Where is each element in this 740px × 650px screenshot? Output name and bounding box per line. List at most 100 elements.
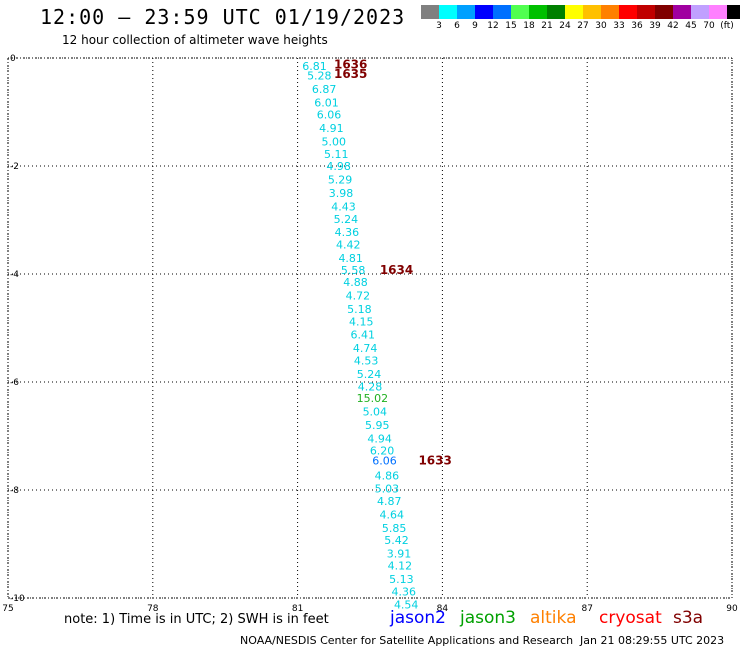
color-scale-swatch [457,5,475,19]
color-scale-swatch [547,5,565,19]
wave-height-value: 4.88 [343,276,368,289]
wave-height-value: 5.11 [324,148,349,161]
color-scale-tick: 27 [577,21,589,31]
legend-s3a: s3a [673,608,704,628]
pass-time-label: 1634 [380,263,413,277]
wave-height-value: 4.36 [335,226,360,239]
color-scale-swatch [691,5,709,19]
wave-height-value: 4.74 [353,342,378,355]
wave-height-value: 5.18 [347,303,372,316]
page-subtitle: 12 hour collection of altimeter wave hei… [62,33,328,47]
color-scale-swatch [475,5,493,19]
color-scale-unit: (ft) [720,21,734,31]
y-tick-label: 0 [10,54,16,64]
wave-height-value: 5.85 [382,522,407,535]
color-scale-swatch [637,5,655,19]
wave-height-value: 15.02 [357,392,389,405]
x-tick-label: 90 [726,604,738,614]
x-tick-label: 75 [2,604,13,614]
wave-height-value: 5.29 [328,174,353,187]
pass-time-label: 1636 [334,57,367,71]
color-scale-tick: 70 [703,21,715,31]
wave-height-value: 6.01 [314,96,339,109]
wave-height-value: 5.28 [307,69,332,82]
color-scale-swatch [493,5,511,19]
wave-height-value: 4.53 [354,354,379,367]
color-scale-tick: 24 [559,21,571,31]
y-tick-label: -4 [10,270,19,280]
legend-altika: altika [530,608,577,628]
color-scale-swatch [673,5,691,19]
color-scale-swatch [421,5,439,19]
color-scale-swatch [511,5,529,19]
wave-height-value: 5.42 [384,534,409,547]
wave-height-value: 4.15 [349,316,374,329]
color-scale-tick: 18 [523,21,535,31]
x-tick-label: 84 [437,604,449,614]
wave-height-value: 6.81 [302,60,327,73]
y-tick-label: -8 [10,486,19,496]
legend-cryosat: cryosat [599,608,662,628]
y-tick-label: -10 [10,594,25,604]
color-scale-swatch [439,5,457,19]
footer-credit: NOAA/NESDIS Center for Satellite Applica… [240,634,574,647]
wave-height-value: 3.91 [387,548,412,561]
wave-height-value: 4.98 [326,160,351,173]
wave-height-value: 4.12 [388,560,413,573]
color-scale-swatch [709,5,727,19]
footer-note: note: 1) Time is in UTC; 2) SWH is in fe… [64,612,329,627]
color-scale-tick: 9 [472,21,478,31]
wave-height-value: 6.87 [312,83,337,96]
color-scale-tick: 45 [685,21,697,31]
wave-height-value: 4.43 [331,201,356,214]
footer-timestamp: Jan 21 08:29:55 UTC 2023 [580,634,725,647]
wave-height-value: 6.06 [317,109,342,122]
color-scale-tick: 6 [454,21,460,31]
map-frame [7,57,733,599]
color-scale-tick: 30 [595,21,607,31]
color-scale-tick: 3 [436,21,442,31]
wave-height-value: 6.41 [351,328,376,341]
color-scale-tick: 33 [613,21,625,31]
wave-height-value: 4.28 [358,380,383,393]
legend-jason2: jason2 [390,608,446,628]
color-scale-swatch [727,5,740,19]
y-tick-label: -6 [10,378,19,388]
wave-height-value: 5.00 [322,136,347,149]
wave-height-value: 3.98 [329,187,354,200]
color-scale-tick: 21 [541,21,553,31]
wave-height-value: 4.64 [379,508,404,521]
color-scale-tick: 42 [667,21,679,31]
color-scale-swatch [583,5,601,19]
pass-time-label: 1635 [334,67,367,81]
x-tick-label: 78 [147,604,159,614]
wave-height-value: 4.72 [346,290,371,303]
wave-height-value: 6.06 [372,454,397,467]
color-scale-tick: 15 [505,21,517,31]
wave-height-value: 5.13 [389,573,414,586]
wave-height-value: 4.94 [367,433,392,446]
wave-height-value: 5.03 [375,482,400,495]
color-scale-swatch [601,5,619,19]
wave-height-value: 4.54 [394,598,419,611]
wave-height-value: 5.95 [365,419,390,432]
wave-height-value: 5.04 [363,406,388,419]
wave-height-value: 4.81 [338,252,363,265]
x-tick-label: 87 [581,604,592,614]
color-scale-tick: 39 [649,21,661,31]
color-scale-swatch [565,5,583,19]
color-scale-swatch [619,5,637,19]
color-scale-swatch [529,5,547,19]
wave-height-value: 4.91 [319,122,344,135]
wave-height-value: 5.24 [357,368,382,381]
legend-jason3: jason3 [460,608,516,628]
wave-height-value: 4.87 [377,495,402,508]
color-scale-tick: 36 [631,21,643,31]
wave-height-value: 4.42 [336,238,361,251]
wave-height-value: 5.58 [341,264,366,277]
pass-time-label: 1633 [418,453,451,467]
color-scale-swatch [655,5,673,19]
page-title: 12:00 – 23:59 UTC 01/19/2023 [40,5,406,29]
color-scale-tick: 12 [487,21,499,31]
